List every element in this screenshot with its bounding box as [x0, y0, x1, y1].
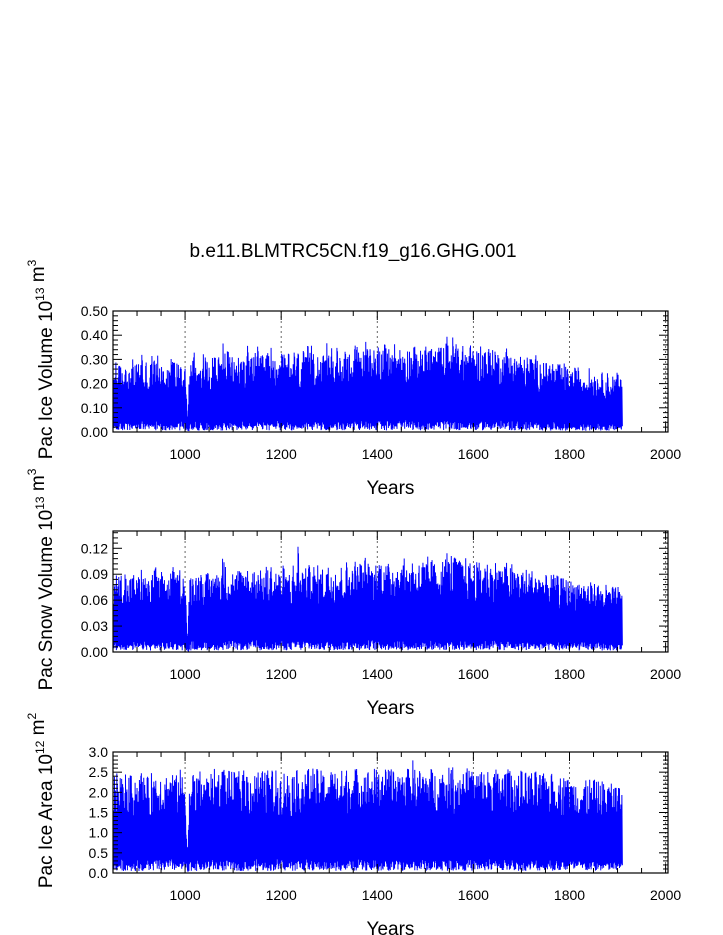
x-tick-label: 1000 — [169, 887, 200, 903]
y-tick-label: 0.10 — [81, 400, 108, 416]
x-tick-label: 1400 — [362, 666, 393, 682]
plot-frame — [112, 530, 669, 653]
panel-2: 1000 1200 1400 1600 1800 2000 0.00 0.03 0.06 0.09… — [25, 468, 681, 719]
y-tick-label: 1.0 — [89, 825, 109, 841]
y-axis-title: Pac Snow Volume 1013 m3 — [25, 468, 57, 690]
y-tick-label: 0.06 — [81, 592, 108, 608]
y-axis-title: Pac Ice Volume 1013 m3 — [25, 259, 57, 459]
y-tick-label: 0.09 — [81, 566, 108, 582]
y-tick-label: 0.03 — [81, 618, 108, 634]
x-tick-label: 1200 — [266, 887, 297, 903]
y-tick-label: 0.12 — [81, 540, 108, 556]
x-tick-label: 1600 — [458, 887, 489, 903]
y-tick-label: 3.0 — [89, 744, 109, 760]
y-tick-label: 0.00 — [81, 644, 108, 660]
y-tick-label: 2.0 — [89, 784, 109, 800]
x-tick-label: 1600 — [458, 446, 489, 462]
plot-frame — [112, 310, 669, 433]
x-tick-label: 2000 — [650, 666, 681, 682]
y-tick-label: 0.20 — [81, 376, 108, 392]
y-tick-label: 1.5 — [89, 805, 109, 821]
y-axis-title: Pac Ice Area 1012 m2 — [25, 713, 57, 889]
x-tick-label: 1400 — [362, 446, 393, 462]
y-tick-label: 0.00 — [81, 424, 108, 440]
x-tick-label: 1800 — [554, 887, 585, 903]
x-tick-label: 1800 — [554, 446, 585, 462]
series-line — [112, 546, 623, 652]
series-line — [112, 336, 623, 432]
panel-1: 1000 1200 1400 1600 1800 2000 0.00 0.10 0.20 0.30… — [25, 259, 681, 499]
x-tick-label: 1000 — [169, 446, 200, 462]
x-tick-label: 1200 — [266, 666, 297, 682]
panel-3: 1000 1200 1400 1600 1800 2000 0.0 0.5 1.0 1.5 2.0 2… — [25, 713, 681, 935]
x-tick-label: 1800 — [554, 666, 585, 682]
y-tick-label: 0.5 — [89, 845, 109, 861]
x-tick-label: 1600 — [458, 666, 489, 682]
x-axis-title: Years — [367, 919, 415, 935]
y-tick-label: 0.0 — [89, 865, 109, 881]
y-tick-label: 2.5 — [89, 764, 109, 780]
figure-title: b.e11.BLMTRC5CN.f19_g16.GHG.001 — [189, 241, 516, 262]
x-axis-title: Years — [367, 698, 415, 719]
x-tick-label: 2000 — [650, 887, 681, 903]
x-tick-label: 1400 — [362, 887, 393, 903]
series-line — [112, 760, 623, 872]
panels: 1000 1200 1400 1600 1800 2000 0.00 0.10 0.20 0.30… — [25, 259, 681, 935]
y-tick-label: 0.40 — [81, 327, 108, 343]
y-tick-label: 0.50 — [81, 303, 108, 319]
x-axis-title: Years — [367, 478, 415, 499]
x-tick-label: 1000 — [169, 666, 200, 682]
x-tick-label: 2000 — [650, 446, 681, 462]
x-tick-label: 1200 — [266, 446, 297, 462]
y-tick-label: 0.30 — [81, 351, 108, 367]
